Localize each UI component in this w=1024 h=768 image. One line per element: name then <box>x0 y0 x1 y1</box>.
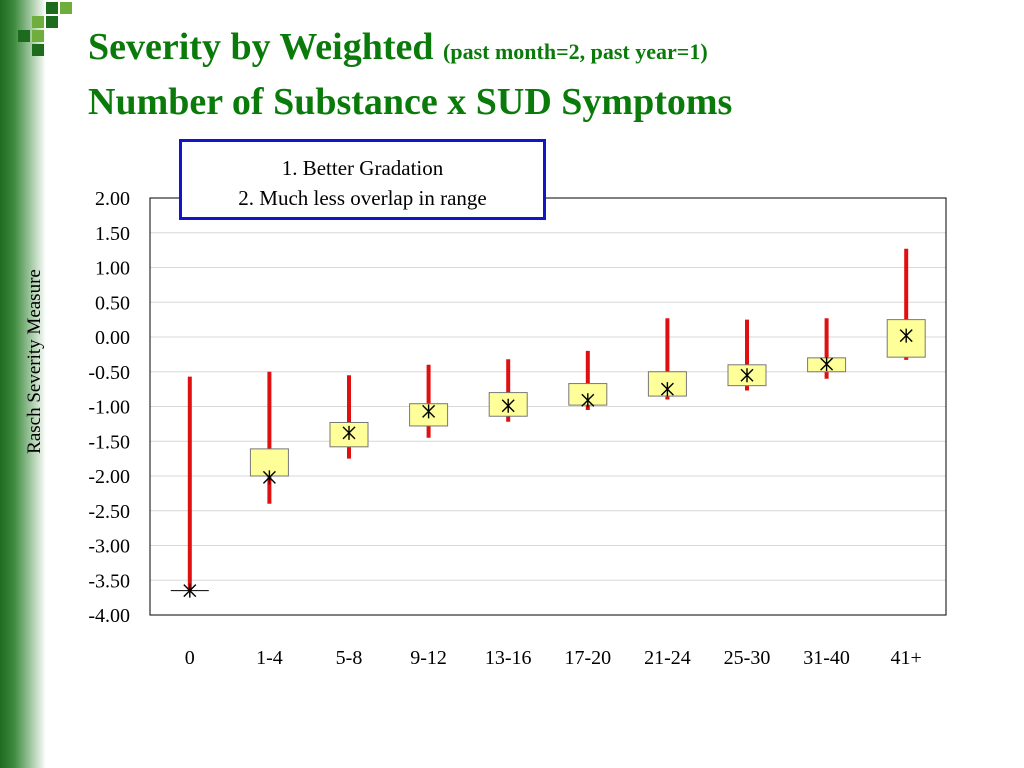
center-marker <box>501 398 515 413</box>
y-tick-label: 2.00 <box>95 188 130 210</box>
corner-logo-icon <box>18 2 72 56</box>
x-tick-label: 31-40 <box>803 647 850 669</box>
center-marker <box>422 404 436 419</box>
center-marker <box>899 328 913 343</box>
callout-box: 1. Better Gradation 2. Much less overlap… <box>179 139 546 220</box>
title-main: Severity by Weighted <box>88 26 434 68</box>
y-tick-label: 1.00 <box>95 258 130 280</box>
title-line2: Number of Substance x SUD Symptoms <box>88 81 733 123</box>
y-tick-label: -1.00 <box>88 397 130 419</box>
y-tick-label: 0.50 <box>95 292 130 314</box>
x-tick-label: 21-24 <box>644 647 691 669</box>
x-tick-label: 1-4 <box>256 647 283 669</box>
y-tick-label: 0.00 <box>95 327 130 349</box>
callout-line-2: 2. Much less overlap in range <box>238 186 487 210</box>
center-marker <box>820 357 834 372</box>
x-tick-label: 0 <box>185 647 195 669</box>
center-marker <box>581 393 595 408</box>
center-marker <box>183 583 197 598</box>
plot-frame <box>149 197 947 616</box>
side-gradient-bar <box>0 0 46 768</box>
x-tick-label: 5-8 <box>336 647 363 669</box>
y-axis-label: Rasch Severity Measure <box>24 269 45 454</box>
slide-title: Severity by Weighted (past month=2, past… <box>88 22 732 127</box>
y-tick-label: -4.00 <box>88 605 130 627</box>
x-tick-label: 13-16 <box>485 647 532 669</box>
center-marker <box>342 425 356 440</box>
x-tick-label: 9-12 <box>410 647 447 669</box>
x-tick-label: 25-30 <box>724 647 771 669</box>
title-sub: (past month=2, past year=1) <box>443 39 708 64</box>
y-tick-label: -3.00 <box>88 536 130 558</box>
y-tick-label: -2.00 <box>88 466 130 488</box>
x-tick-label: 41+ <box>891 647 922 669</box>
y-tick-label: 1.50 <box>95 223 130 245</box>
center-marker <box>660 382 674 397</box>
x-tick-label: 17-20 <box>564 647 611 669</box>
y-tick-label: -3.50 <box>88 570 130 592</box>
y-tick-label: -0.50 <box>88 362 130 384</box>
y-tick-label: -1.50 <box>88 431 130 453</box>
center-marker <box>262 470 276 485</box>
y-tick-label: -2.50 <box>88 501 130 523</box>
callout-line-1: 1. Better Gradation <box>281 156 444 180</box>
center-marker <box>740 368 754 383</box>
